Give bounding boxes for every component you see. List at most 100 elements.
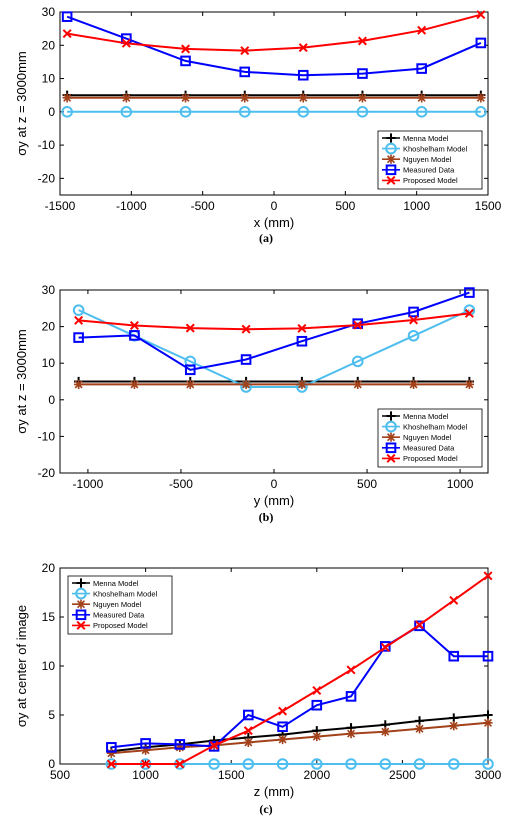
series-proposed-model [74, 308, 474, 334]
data-point [297, 69, 309, 81]
data-point [311, 699, 323, 711]
x-tick-label: 0 [271, 477, 278, 491]
data-point [181, 44, 191, 54]
data-point [417, 93, 427, 103]
data-point [209, 740, 219, 750]
data-point [312, 731, 322, 742]
x-tick-label: 1500 [218, 768, 245, 782]
panel-caption: (c) [259, 802, 272, 816]
series-line [111, 624, 488, 749]
x-tick-label: 2000 [303, 768, 330, 782]
legend-label: Menna Model [403, 134, 449, 143]
legend-label: Nguyen Model [93, 600, 142, 609]
data-point [298, 43, 308, 53]
data-point [463, 304, 476, 316]
y-axis-label: σy at z = 3000mm [14, 51, 29, 155]
data-point [482, 758, 494, 770]
data-point [184, 364, 196, 376]
data-point [141, 759, 151, 769]
x-tick-label: -500 [169, 477, 193, 491]
panel-caption: (a) [259, 231, 273, 245]
data-point [241, 379, 251, 390]
data-point [476, 10, 486, 20]
x-axis-label: z (mm) [254, 784, 294, 799]
data-point [129, 330, 140, 341]
data-point [449, 721, 459, 731]
legend-marker [385, 442, 397, 454]
y-tick-label: 0 [48, 393, 55, 407]
data-point [62, 29, 72, 39]
series-measured-data [73, 287, 475, 376]
legend-marker [75, 587, 87, 600]
data-point [464, 379, 474, 390]
x-tick-label: -1000 [73, 477, 104, 491]
data-point [174, 739, 186, 750]
data-point [242, 758, 255, 770]
data-point [353, 379, 363, 390]
data-point [415, 620, 425, 630]
legend-marker [76, 578, 86, 588]
legend-marker [76, 620, 86, 630]
data-point [483, 718, 493, 728]
data-point [62, 93, 72, 103]
y-tick-label: 0 [48, 105, 55, 119]
data-point [241, 324, 251, 334]
legend-label: Menna Model [93, 579, 139, 588]
data-point [72, 304, 85, 316]
legend-label: Khoshelham Model [403, 422, 468, 431]
series-line [66, 13, 482, 52]
data-point [73, 332, 84, 343]
data-point [243, 709, 254, 721]
legend-marker [76, 599, 86, 609]
data-point [240, 46, 250, 56]
data-point [106, 748, 116, 758]
x-tick-label: 500 [50, 768, 70, 782]
y-tick-label: 10 [42, 72, 56, 86]
series-khoshelham-model [61, 106, 487, 118]
data-point [185, 323, 195, 333]
data-point [409, 315, 419, 325]
legend-label: Nguyen Model [403, 155, 452, 164]
series-nguyen-model [106, 718, 493, 758]
y-tick-label: 30 [42, 5, 56, 19]
data-point [106, 742, 117, 753]
data-point [447, 758, 460, 770]
data-point [175, 742, 185, 752]
x-tick-label: 1000 [403, 199, 430, 213]
legend-marker [385, 142, 397, 155]
series-measured-data [61, 11, 487, 81]
x-tick-label: 0 [271, 199, 278, 213]
data-point [277, 734, 288, 745]
legend-marker [386, 411, 396, 421]
y-tick-label: 20 [42, 38, 56, 52]
data-point [379, 641, 391, 652]
x-tick-label: 500 [335, 199, 355, 213]
data-point [345, 758, 357, 770]
data-point [296, 335, 308, 347]
chart-panel-2: -1000 -500 0 500 1000 -20 -10 0 10 20 30 y (mm) σy a… [14, 283, 489, 524]
y-tick-label: 15 [42, 610, 56, 624]
series-measured-data [106, 620, 494, 753]
data-point [311, 758, 323, 770]
series-line [78, 291, 470, 371]
data-point [353, 320, 363, 330]
legend-marker [75, 609, 87, 621]
data-point [141, 745, 151, 755]
x-tick-label: 3000 [475, 768, 502, 782]
series-nguyen-model [62, 93, 486, 103]
data-point [413, 758, 426, 770]
data-point [380, 727, 390, 737]
data-point [61, 11, 73, 22]
series-line [66, 15, 482, 77]
series-proposed-model [106, 571, 493, 769]
data-point [208, 741, 220, 752]
data-point [407, 329, 420, 342]
data-point [414, 620, 425, 632]
data-point [414, 724, 425, 734]
data-point [106, 759, 116, 769]
data-point [120, 106, 133, 118]
data-point [140, 738, 151, 749]
